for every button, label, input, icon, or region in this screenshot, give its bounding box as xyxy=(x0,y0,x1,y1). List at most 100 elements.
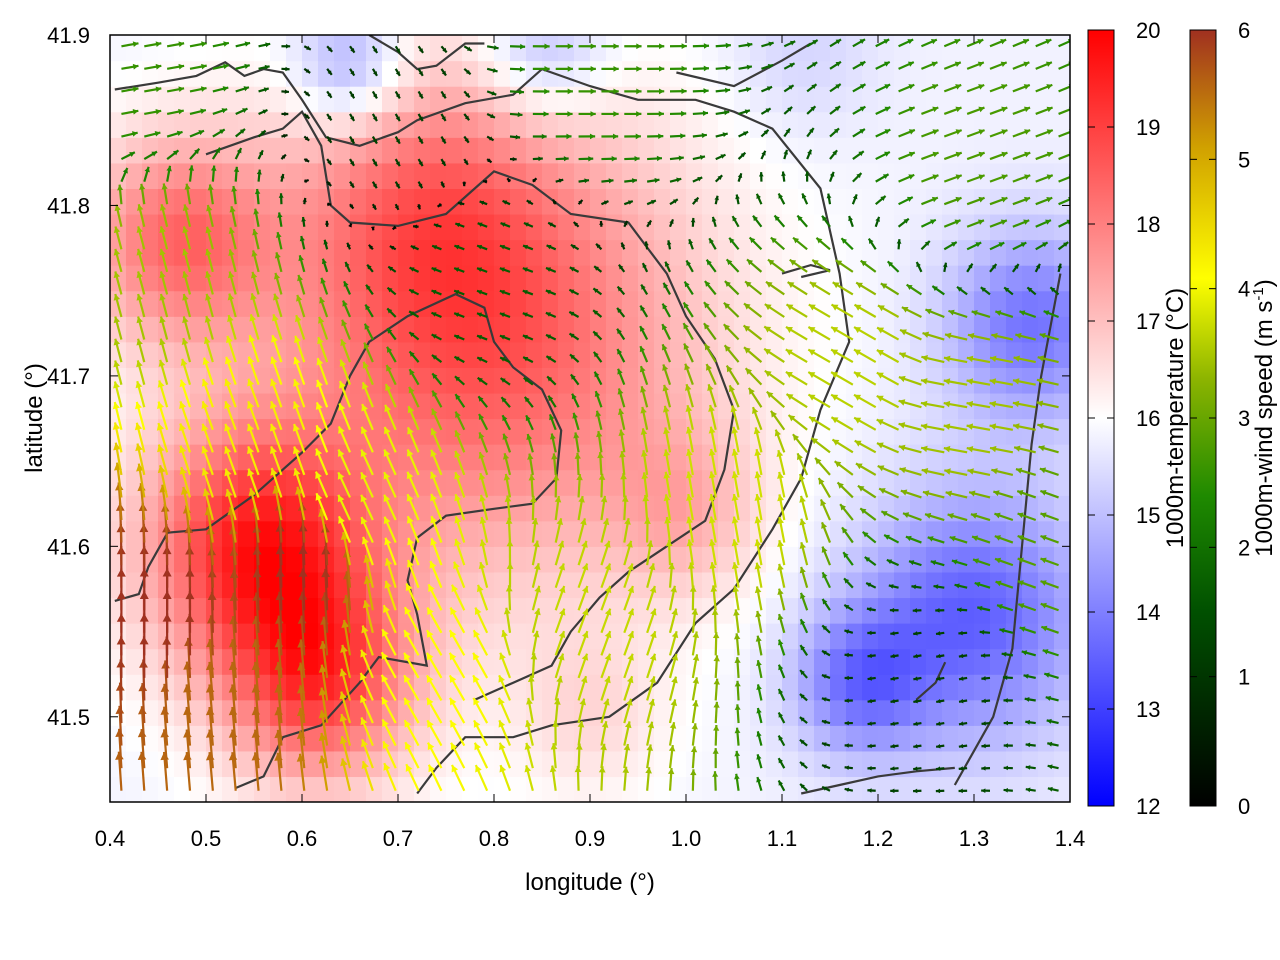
wind-arrow xyxy=(668,562,675,588)
wind-arrow xyxy=(448,629,466,656)
wind-arrow xyxy=(989,400,1014,409)
heatmap-cell xyxy=(414,571,431,599)
heatmap-cell xyxy=(622,316,639,343)
wind-arrow xyxy=(1057,263,1062,273)
wind-arrow xyxy=(486,135,495,142)
heatmap-cell xyxy=(574,316,591,343)
heatmap-cell xyxy=(430,86,447,113)
wind-arrow xyxy=(817,477,831,499)
heatmap-cell xyxy=(430,239,447,266)
heatmap-cell xyxy=(142,239,159,266)
heatmap-cell xyxy=(862,86,879,113)
heatmap-cell xyxy=(862,699,879,726)
contour-line xyxy=(114,292,563,790)
heatmap-cell xyxy=(702,367,719,394)
wind-arrow xyxy=(1039,467,1059,476)
wind-arrow xyxy=(708,471,717,498)
wind-arrow xyxy=(807,326,831,341)
wind-arrow xyxy=(777,779,786,792)
wind-arrow xyxy=(756,707,763,724)
wind-arrow xyxy=(360,449,374,476)
wind-arrow xyxy=(796,452,809,476)
heatmap-cell xyxy=(990,290,1007,317)
wind-arrow xyxy=(1021,650,1037,657)
wind-arrow xyxy=(532,88,550,95)
heatmap-cell xyxy=(894,60,911,87)
wind-arrow xyxy=(159,293,169,318)
wind-arrow xyxy=(228,227,237,250)
wind-arrow xyxy=(506,562,514,588)
heatmap-cell xyxy=(254,60,271,87)
wind-arrow xyxy=(592,309,603,318)
wind-arrow xyxy=(867,238,877,250)
heatmap-cell xyxy=(350,495,367,522)
wind-arrow xyxy=(294,314,306,340)
wind-arrow xyxy=(989,241,1005,251)
wind-arrow xyxy=(499,377,511,386)
wind-arrow xyxy=(136,360,146,385)
heatmap-cell xyxy=(1022,86,1039,113)
wind-arrow xyxy=(258,87,270,93)
heatmap-cell xyxy=(846,418,863,445)
wind-arrow xyxy=(454,393,466,408)
heatmap-cell xyxy=(590,341,607,368)
heatmap-cell xyxy=(526,213,543,241)
heatmap-cell xyxy=(990,341,1007,368)
heatmap-cell xyxy=(830,623,847,650)
heatmap-cell xyxy=(382,776,399,802)
heatmap-cell xyxy=(142,418,159,445)
wind-arrow xyxy=(944,468,968,476)
heatmap-cell xyxy=(510,316,527,343)
wind-arrow xyxy=(573,432,580,453)
heatmap-cell xyxy=(126,392,143,420)
wind-arrow xyxy=(821,649,831,657)
wind-arrow xyxy=(113,381,123,408)
wind-arrow xyxy=(686,493,694,521)
heatmap-cell xyxy=(350,316,367,343)
heatmap-cell xyxy=(798,648,815,675)
wind-arrow xyxy=(361,738,374,769)
heatmap-cell xyxy=(398,750,415,778)
wind-arrow xyxy=(318,755,329,791)
heatmap-cell xyxy=(286,188,303,215)
heatmap-cell xyxy=(174,776,191,802)
heatmap-cell xyxy=(590,265,607,292)
heatmap-cell xyxy=(558,239,575,266)
wind-arrow xyxy=(522,356,534,364)
wind-arrow xyxy=(663,449,672,476)
heatmap-cell xyxy=(366,341,383,368)
wind-arrow xyxy=(315,448,329,476)
wind-arrow xyxy=(661,303,671,318)
heatmap-cell xyxy=(942,35,959,62)
wind-arrow xyxy=(708,493,717,521)
wind-arrow xyxy=(362,600,374,634)
heatmap-cell xyxy=(510,213,527,241)
heatmap-cell xyxy=(318,137,335,164)
colorbar-tick-label: 13 xyxy=(1136,697,1160,722)
wind-arrow xyxy=(954,583,968,589)
wind-arrow xyxy=(370,226,375,231)
wind-arrow xyxy=(854,439,877,454)
heatmap-cell xyxy=(526,469,543,496)
wind-arrow xyxy=(509,112,523,118)
wind-arrow xyxy=(662,405,672,431)
wind-arrow xyxy=(617,408,626,431)
wind-arrow xyxy=(532,111,549,117)
heatmap-cell xyxy=(878,60,895,87)
heatmap-cell xyxy=(238,265,255,292)
wind-arrow xyxy=(532,66,550,72)
heatmap-cell xyxy=(1006,520,1023,547)
heatmap-cell xyxy=(190,776,207,802)
heatmap-cell xyxy=(1054,725,1070,752)
heatmap-cell xyxy=(462,341,479,368)
wind-arrow xyxy=(180,358,192,385)
wind-arrow xyxy=(410,245,419,251)
heatmap-cell xyxy=(270,162,287,189)
wind-arrow xyxy=(1012,196,1031,206)
wind-arrow xyxy=(852,60,866,70)
heatmap-cell xyxy=(590,213,607,241)
y-tick-label: 41.7 xyxy=(47,364,90,389)
heatmap-cell xyxy=(718,648,735,675)
heatmap-cell xyxy=(1038,265,1055,292)
wind-arrow xyxy=(144,131,161,138)
